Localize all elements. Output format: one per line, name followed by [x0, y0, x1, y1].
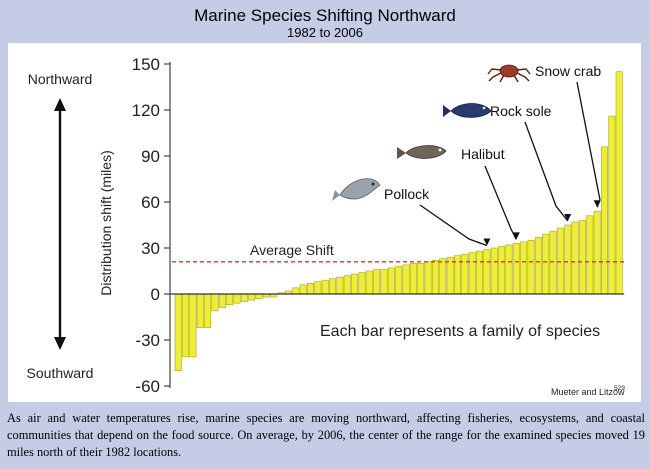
source-ref: 529: [614, 385, 625, 392]
bar: [321, 279, 329, 295]
bar: [351, 273, 359, 295]
y-tick-label: 150: [132, 55, 160, 74]
annotation-label: Snow crab: [535, 63, 601, 79]
average-shift-label: Average Shift: [250, 242, 334, 258]
bar: [498, 246, 506, 295]
bar: [358, 272, 366, 295]
bar: [336, 276, 344, 295]
bar: [476, 250, 484, 295]
chart-note: Each bar represents a family of species: [320, 323, 600, 340]
arrow-up-icon: [54, 98, 66, 111]
annotation-leader: [576, 81, 601, 208]
bar: [556, 227, 564, 295]
snow-crab-icon: [487, 64, 531, 83]
bar: [380, 269, 388, 295]
chart-subtitle: 1982 to 2006: [287, 25, 363, 40]
bar: [255, 293, 263, 299]
bar: [329, 278, 337, 295]
bar: [615, 71, 623, 295]
chart-caption: As air and water temperatures rise, mari…: [7, 411, 645, 459]
y-tick-label: 60: [141, 193, 160, 212]
bar: [211, 293, 219, 312]
bar: [512, 243, 520, 295]
bar: [182, 293, 190, 358]
annotation-arrowhead: [483, 238, 491, 246]
bar: [483, 249, 491, 295]
y-tick-label: 90: [141, 147, 160, 166]
bar: [527, 240, 535, 295]
y-tick-label: -30: [135, 331, 160, 350]
annotation-label: Pollock: [384, 186, 430, 202]
halibut-icon: [397, 145, 447, 159]
title-block: Marine Species Shifting Northward 1982 t…: [0, 6, 650, 40]
bar: [314, 281, 322, 295]
annotation-arrowhead: [564, 214, 572, 221]
annotation-label: Rock sole: [490, 103, 552, 119]
y-tick-label: -60: [135, 377, 160, 396]
bar: [586, 215, 594, 295]
annotation-arrowhead: [593, 200, 601, 208]
bar-chart: -60 -30 0 30 60 90 120 150 Distribution shift (m…: [27, 55, 626, 397]
chart-panel: -60 -30 0 30 60 90 120 150 Distribution shift (m…: [8, 43, 641, 402]
bar: [299, 284, 307, 295]
arrow-down-icon: [54, 337, 66, 350]
chart-title: Marine Species Shifting Northward: [194, 6, 456, 25]
bar: [431, 259, 439, 295]
bar: [490, 247, 498, 295]
bar: [446, 256, 454, 295]
bar: [542, 233, 550, 295]
bar: [505, 244, 513, 295]
bar: [248, 293, 256, 301]
bar: [571, 221, 579, 295]
annotation-leader: [419, 204, 488, 247]
bar: [549, 230, 557, 295]
rock-sole-icon: [443, 103, 492, 118]
bar: [439, 258, 447, 295]
bar: [600, 146, 608, 295]
annotation-arrowhead: [512, 232, 520, 240]
bar: [402, 264, 410, 295]
bar: [218, 293, 226, 309]
bar: [343, 275, 351, 295]
bar: [189, 293, 197, 358]
bar: [387, 267, 395, 295]
pollock-icon: [332, 178, 381, 201]
bar: [306, 282, 314, 295]
bar: [520, 241, 528, 295]
bar: [578, 220, 586, 295]
y-axis-title: Distribution shift (miles): [98, 150, 114, 295]
bar: [468, 252, 476, 295]
bar: [424, 261, 432, 295]
bar: [292, 287, 300, 295]
y-tick-label: 0: [151, 285, 160, 304]
bar: [593, 210, 601, 295]
y-tick-label: 30: [141, 239, 160, 258]
bar: [174, 293, 182, 371]
bar: [240, 293, 248, 302]
annotation-leader: [524, 121, 569, 222]
bar: [373, 269, 381, 295]
bar: [226, 293, 234, 306]
bar: [204, 293, 212, 329]
bar: [608, 115, 616, 295]
bar: [461, 253, 469, 295]
annotation-label: Halibut: [461, 146, 505, 162]
annotation-leader: [484, 165, 517, 240]
bar: [409, 263, 417, 295]
bar: [233, 293, 241, 304]
source-credit: Mueter and Litzow: [551, 387, 625, 397]
y-tick-label: 120: [132, 101, 160, 120]
bar: [564, 224, 572, 295]
bar: [395, 266, 403, 295]
southward-label: Southward: [27, 365, 94, 381]
bar: [365, 270, 373, 295]
bar: [417, 263, 425, 295]
bar: [534, 236, 542, 295]
northward-label: Northward: [28, 71, 93, 87]
bar: [196, 293, 204, 329]
